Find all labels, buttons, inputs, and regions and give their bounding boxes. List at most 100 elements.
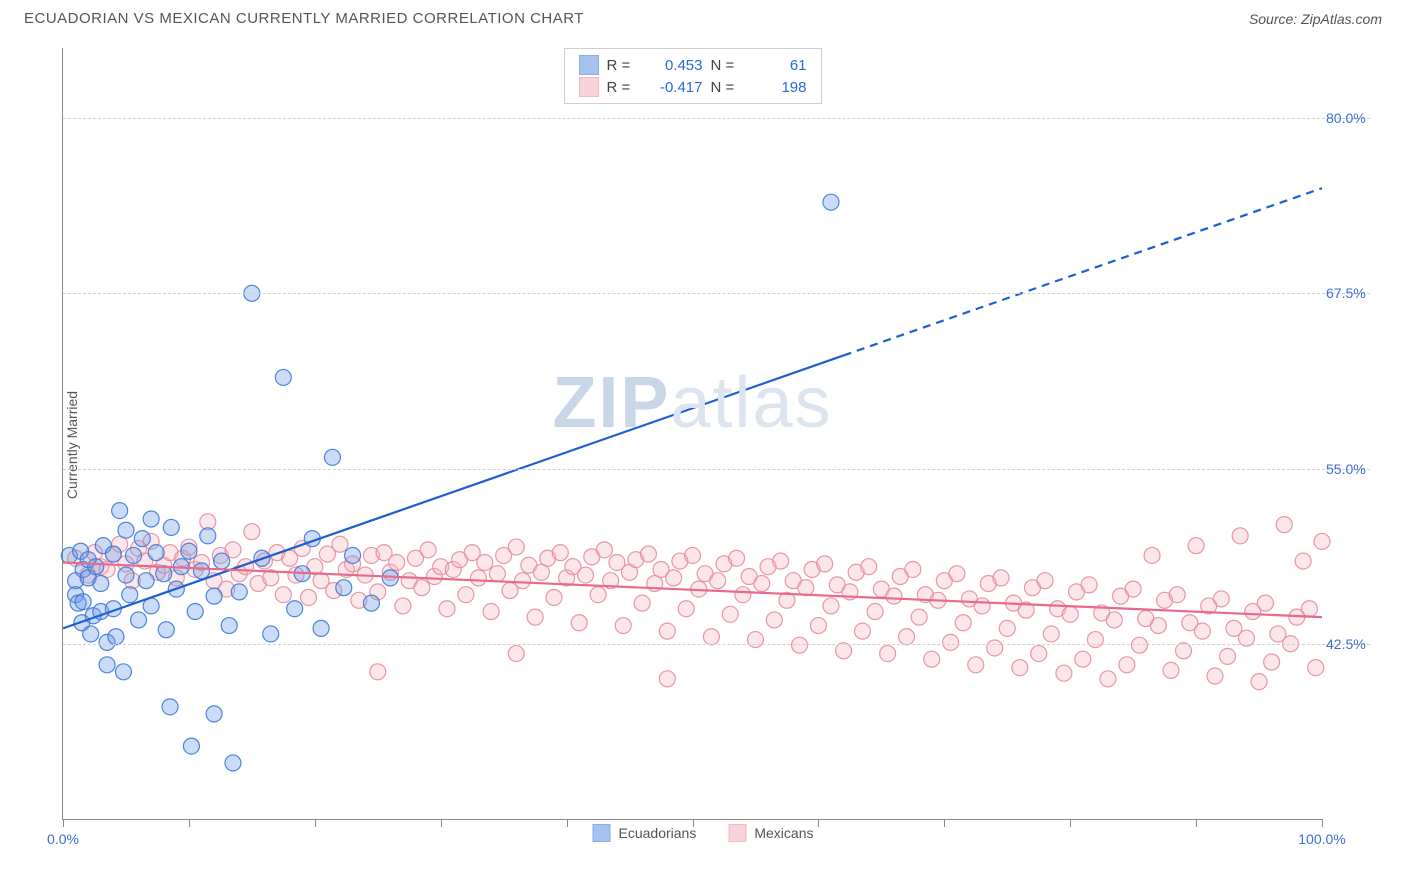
scatter-point-ecuadorians: [163, 519, 179, 535]
scatter-point-mexicans: [773, 553, 789, 569]
scatter-point-mexicans: [659, 623, 675, 639]
scatter-point-ecuadorians: [138, 573, 154, 589]
scatter-point-ecuadorians: [345, 547, 361, 563]
chart-title: ECUADORIAN VS MEXICAN CURRENTLY MARRIED …: [24, 10, 584, 27]
scatter-point-mexicans: [924, 651, 940, 667]
scatter-point-ecuadorians: [225, 755, 241, 771]
scatter-point-mexicans: [1176, 643, 1192, 659]
stat-n: N = 61: [711, 57, 807, 74]
stats-row-ecuadorians: R = 0.453 N = 61: [579, 55, 807, 75]
scatter-point-mexicans: [754, 575, 770, 591]
scatter-point-ecuadorians: [131, 612, 147, 628]
scatter-point-mexicans: [1031, 646, 1047, 662]
stat-r: R = 0.453: [607, 57, 703, 74]
scatter-point-mexicans: [974, 598, 990, 614]
x-tick: [1322, 819, 1323, 827]
scatter-point-mexicans: [470, 570, 486, 586]
x-tick: [315, 819, 316, 827]
scatter-point-mexicans: [1106, 612, 1122, 628]
scatter-point-mexicans: [955, 615, 971, 631]
chart-source: Source: ZipAtlas.com: [1249, 11, 1382, 27]
scatter-point-mexicans: [823, 598, 839, 614]
scatter-point-ecuadorians: [823, 194, 839, 210]
scatter-point-ecuadorians: [214, 553, 230, 569]
gridline-h: [63, 118, 1370, 119]
scatter-point-mexicans: [571, 615, 587, 631]
gridline-h: [63, 293, 1370, 294]
y-tick-label: 42.5%: [1326, 636, 1378, 652]
stat-n: N = 198: [711, 79, 807, 96]
scatter-point-ecuadorians: [200, 528, 216, 544]
scatter-point-mexicans: [710, 573, 726, 589]
scatter-point-mexicans: [1276, 517, 1292, 533]
scatter-point-ecuadorians: [181, 543, 197, 559]
swatch-icon: [579, 77, 599, 97]
scatter-point-ecuadorians: [115, 664, 131, 680]
scatter-point-mexicans: [420, 542, 436, 558]
x-tick: [944, 819, 945, 827]
scatter-point-mexicans: [439, 601, 455, 617]
scatter-point-ecuadorians: [83, 626, 99, 642]
scatter-point-mexicans: [949, 566, 965, 582]
x-tick-label: 0.0%: [47, 831, 79, 847]
scatter-point-mexicans: [389, 554, 405, 570]
scatter-point-mexicans: [735, 587, 751, 603]
legend-label: Ecuadorians: [619, 825, 697, 841]
x-tick: [1070, 819, 1071, 827]
scatter-point-ecuadorians: [126, 547, 142, 563]
legend-item-ecuadorians: Ecuadorians: [593, 824, 697, 842]
scatter-point-mexicans: [861, 559, 877, 575]
scatter-point-mexicans: [659, 671, 675, 687]
scatter-point-mexicans: [1308, 660, 1324, 676]
scatter-point-mexicans: [395, 598, 411, 614]
scatter-point-mexicans: [911, 609, 927, 625]
bottom-legend: EcuadoriansMexicans: [593, 824, 814, 842]
scatter-point-mexicans: [634, 595, 650, 611]
scatter-point-ecuadorians: [134, 531, 150, 547]
scatter-point-ecuadorians: [75, 594, 91, 610]
scatter-point-ecuadorians: [122, 587, 138, 603]
scatter-point-ecuadorians: [206, 706, 222, 722]
scatter-point-mexicans: [867, 604, 883, 620]
scatter-point-mexicans: [1087, 632, 1103, 648]
scatter-point-ecuadorians: [118, 567, 134, 583]
scatter-point-mexicans: [729, 550, 745, 566]
scatter-point-mexicans: [1012, 660, 1028, 676]
scatter-point-mexicans: [301, 590, 317, 606]
scatter-point-mexicans: [552, 545, 568, 561]
scatter-point-ecuadorians: [108, 629, 124, 645]
scatter-point-mexicans: [886, 588, 902, 604]
stat-r: R = -0.417: [607, 79, 703, 96]
scatter-point-mexicans: [640, 546, 656, 562]
scatter-point-mexicans: [1220, 648, 1236, 664]
scatter-point-mexicans: [703, 629, 719, 645]
scatter-point-ecuadorians: [118, 522, 134, 538]
scatter-point-mexicans: [817, 556, 833, 572]
scatter-point-mexicans: [1207, 668, 1223, 684]
scatter-point-mexicans: [1056, 665, 1072, 681]
scatter-point-mexicans: [596, 542, 612, 558]
scatter-point-mexicans: [515, 573, 531, 589]
scatter-point-mexicans: [1125, 581, 1141, 597]
scatter-point-mexicans: [685, 547, 701, 563]
scatter-point-mexicans: [1081, 577, 1097, 593]
scatter-point-mexicans: [1264, 654, 1280, 670]
y-tick-label: 55.0%: [1326, 461, 1378, 477]
scatter-point-mexicans: [458, 587, 474, 603]
scatter-point-mexicans: [1169, 587, 1185, 603]
scatter-point-mexicans: [1150, 618, 1166, 634]
scatter-point-ecuadorians: [363, 595, 379, 611]
scatter-point-mexicans: [1043, 626, 1059, 642]
scatter-point-ecuadorians: [88, 559, 104, 575]
scatter-point-mexicans: [1144, 547, 1160, 563]
scatter-point-mexicans: [370, 664, 386, 680]
scatter-point-mexicans: [798, 580, 814, 596]
scatter-point-ecuadorians: [275, 369, 291, 385]
scatter-point-mexicans: [1131, 637, 1147, 653]
trendline-ecuadorians: [63, 355, 844, 628]
scatter-point-mexicans: [999, 620, 1015, 636]
scatter-point-mexicans: [508, 539, 524, 555]
scatter-point-ecuadorians: [112, 503, 128, 519]
scatter-point-mexicans: [483, 604, 499, 620]
scatter-svg: [63, 48, 1322, 819]
